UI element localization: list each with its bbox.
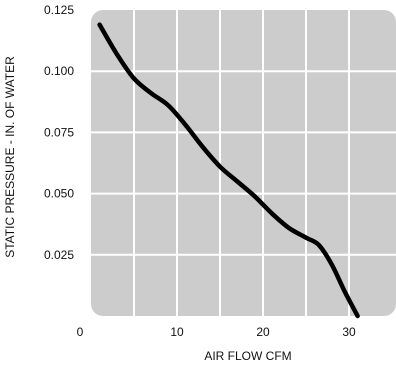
y-tick-label-2: 0.075: [44, 125, 74, 139]
x-tick-label-1: 10: [170, 325, 184, 339]
series-line: [97, 22, 360, 319]
x-tick-label-0: 0: [77, 325, 84, 339]
y-tick-label-0: 0.025: [44, 248, 74, 262]
plot-area: [91, 10, 396, 316]
y-tick-label-3: 0.100: [44, 64, 74, 78]
x-tick-label-2: 20: [256, 325, 270, 339]
y-tick-label-1: 0.050: [44, 187, 74, 201]
y-tick-labels: 0.025 0.050 0.075 0.100 0.125: [44, 3, 74, 262]
x-axis-label: AIR FLOW CFM: [204, 349, 291, 363]
grid: [91, 10, 396, 316]
y-tick-label-4: 0.125: [44, 3, 74, 17]
y-axis-label: STATIC PRESSURE - IN. OF WATER: [3, 56, 17, 258]
x-tick-labels: 0 10 20 30: [77, 325, 356, 339]
x-tick-label-3: 30: [342, 325, 356, 339]
